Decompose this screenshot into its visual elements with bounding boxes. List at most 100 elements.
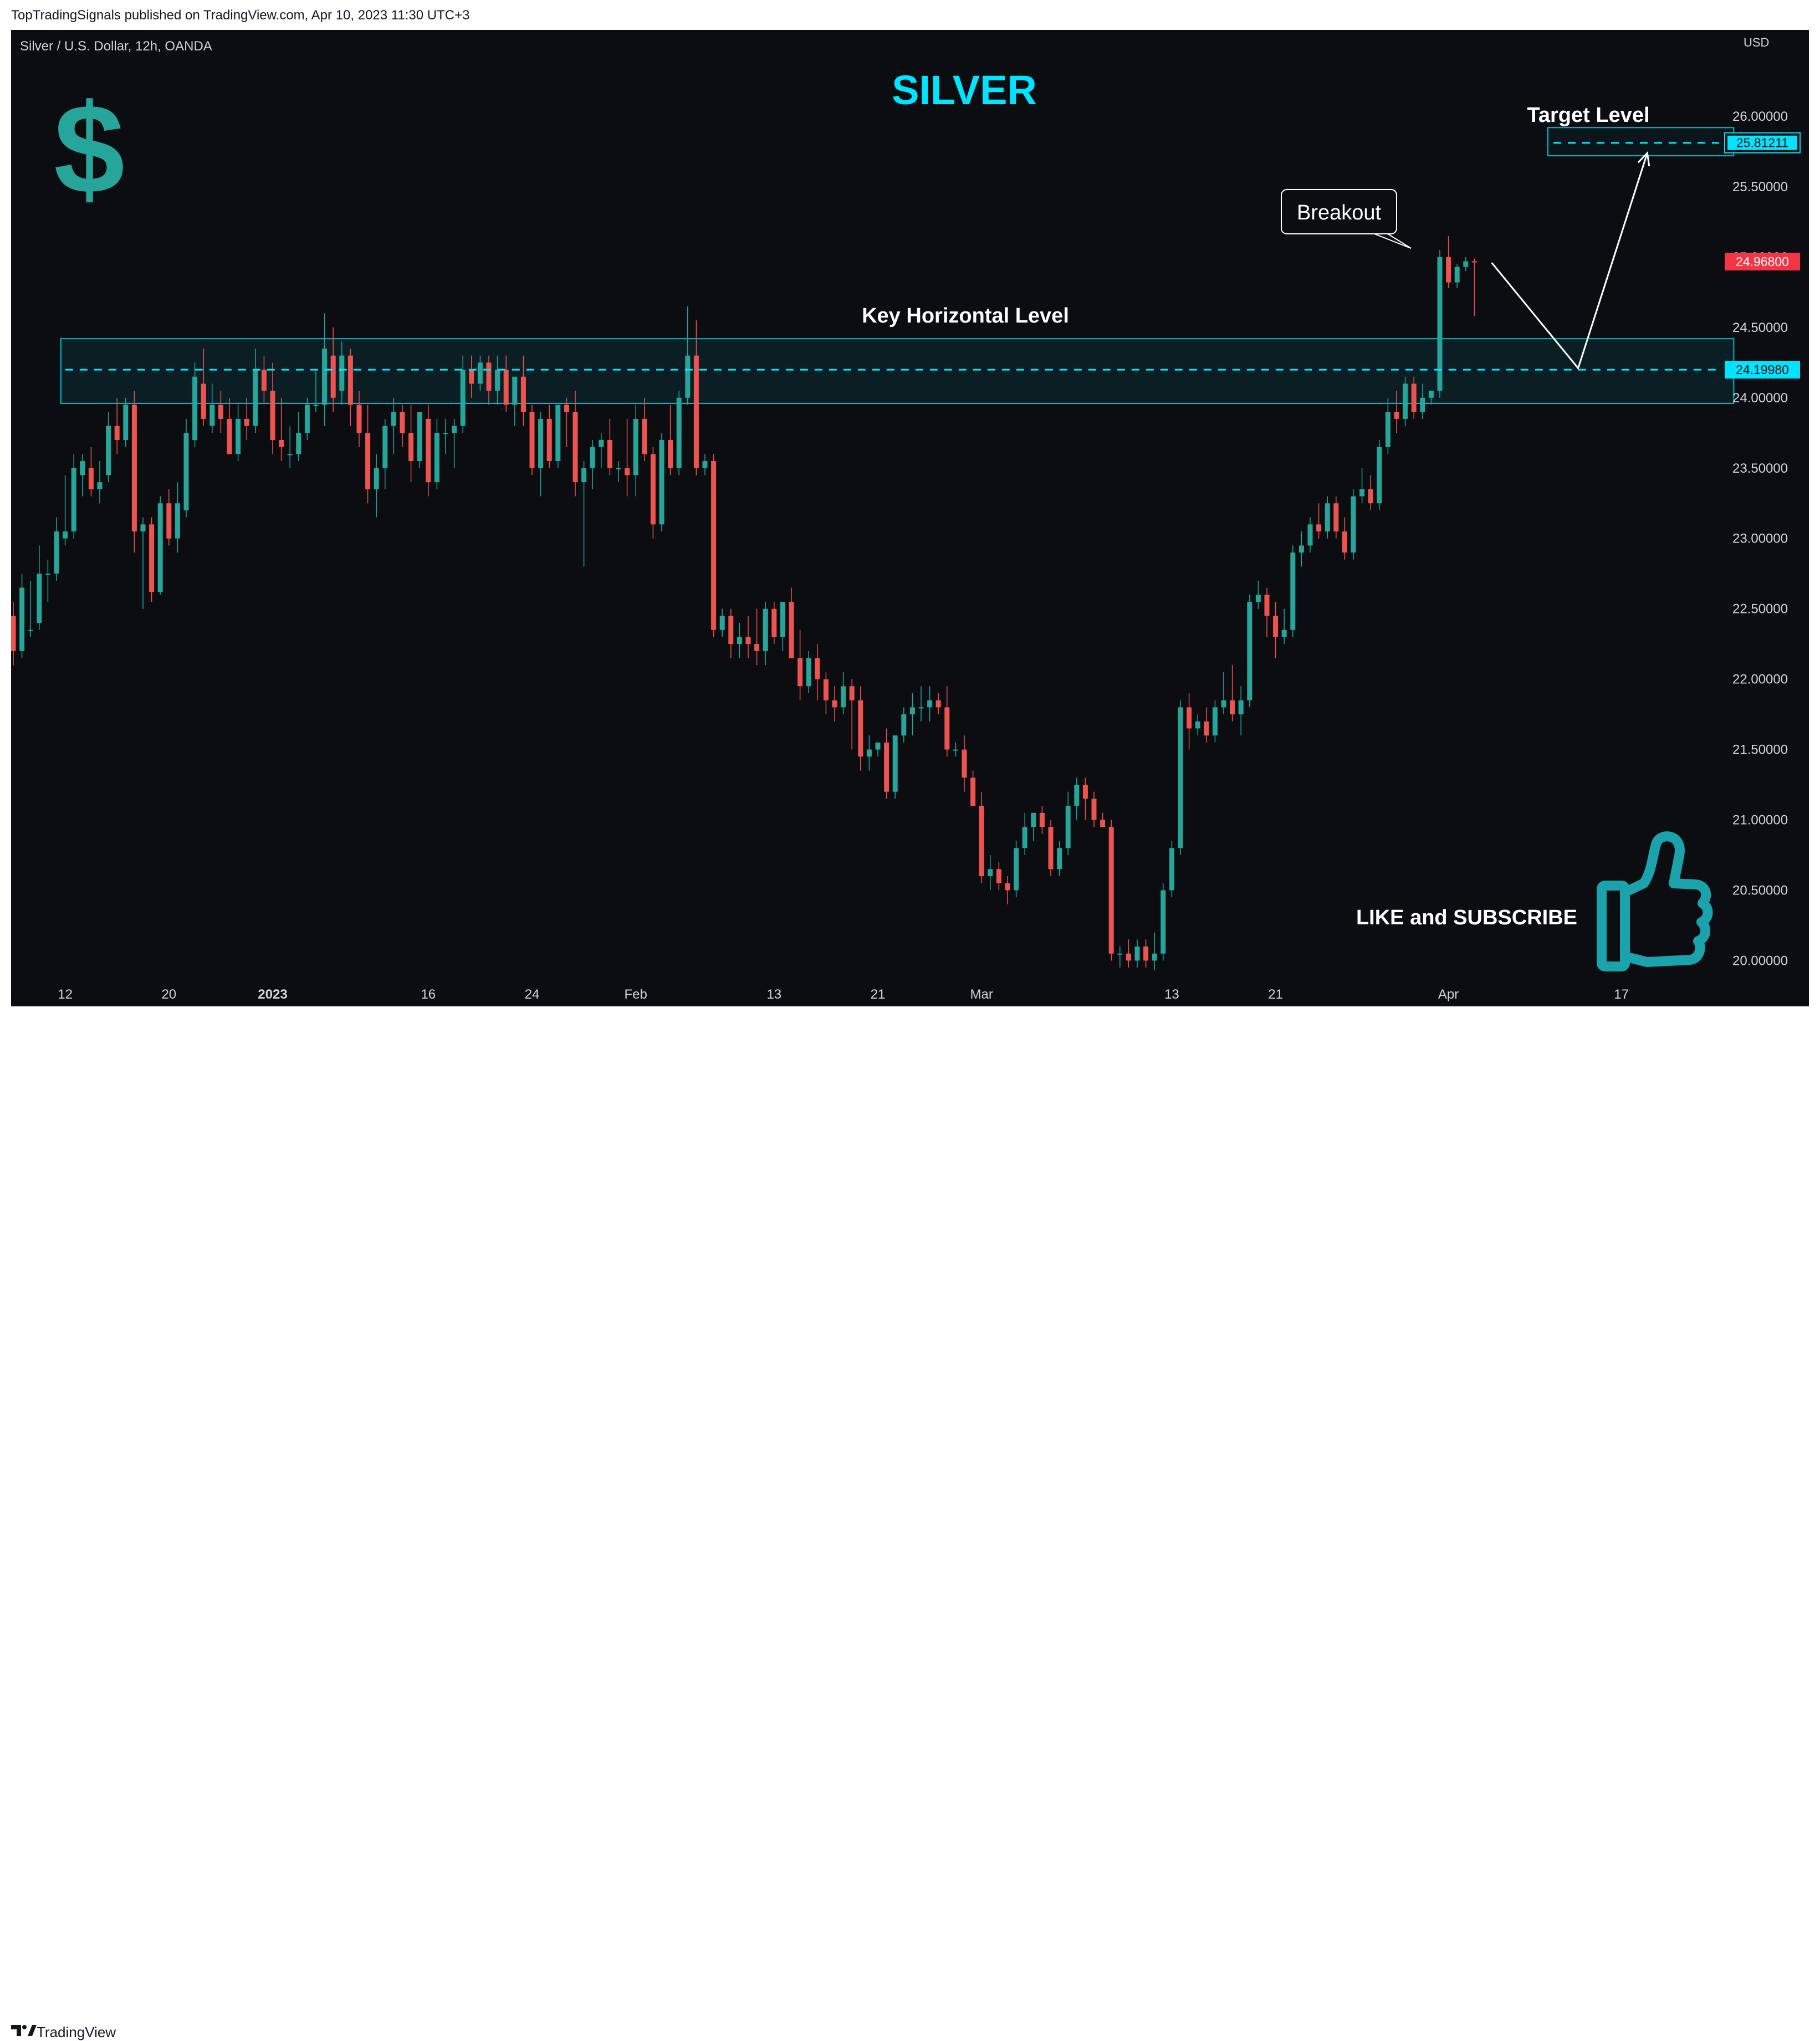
candle [590,439,595,489]
candle-body [287,454,293,456]
candle [460,355,466,433]
candle [1403,376,1408,426]
candle [218,391,223,433]
candle [1307,517,1313,553]
price-label-last: 24.96800 [1725,253,1800,271]
candle-body [737,637,742,644]
candle [979,791,984,883]
candle-body [261,370,267,391]
candle [45,559,50,602]
candle [616,461,621,483]
candle-body [63,531,68,539]
candle [1264,587,1270,637]
candle-body [944,707,950,750]
candle [1082,777,1088,820]
candle [1178,700,1183,855]
candle-body [313,405,319,406]
price-label-fill [1725,361,1800,379]
x-tick-label: 16 [421,987,436,1002]
candle [408,405,414,483]
x-tick-label: Mar [970,987,993,1002]
candle [581,461,587,567]
candle-body [183,433,189,510]
candle-body [1134,947,1140,961]
candle [676,391,682,475]
candle-body [1463,261,1469,267]
candle [149,517,155,602]
candle-body [625,468,630,475]
candle-body [1394,412,1399,419]
candle [1074,777,1080,820]
candle-body [131,405,137,532]
candle-body [330,355,336,398]
tradingview-brand[interactable]: TradingView [37,2024,116,2040]
candle-body [512,376,518,405]
y-tick-label: 26.00000 [1732,109,1788,124]
candle [685,306,691,405]
price-label-fill [1727,135,1797,150]
candle [166,489,172,546]
candle [114,397,120,454]
candle-body [711,461,717,630]
candle-body [503,370,509,405]
tradingview-logo-icon[interactable] [11,2023,37,2038]
candle-body [918,707,924,709]
x-tick-label: 17 [1614,987,1629,1002]
y-tick-label: 22.00000 [1732,672,1788,687]
candle-body [1368,489,1373,504]
candle [918,686,924,722]
candle-body [996,869,1001,883]
candle-body [227,418,232,454]
candle-body [1437,257,1443,391]
chart-title: SILVER [892,67,1037,113]
candle [365,405,371,504]
y-tick-label: 23.00000 [1732,531,1788,546]
candle-body [71,468,76,532]
candle [106,412,111,483]
candle-body [1411,383,1417,412]
candle-body [693,355,699,468]
candle [806,651,811,693]
chart-canvas[interactable]: 12 20 2023 16 24 Feb 13 21 Mar 13 21 Apr 17 26.00000… [11,30,1809,1006]
candle-body [1264,595,1270,616]
candle [417,412,422,468]
candle [1238,686,1244,736]
candle [201,348,206,426]
x-tick-label: Apr [1438,987,1459,1002]
candle-body [97,482,103,489]
candle [382,418,388,489]
y-tick-label: 20.50000 [1732,883,1788,898]
candle-body [719,616,725,630]
candle-body [1316,524,1322,532]
price-label-text: 24.96800 [1736,254,1789,269]
x-tick-label: 2023 [258,987,287,1002]
candle [1212,700,1218,743]
candle [356,391,362,447]
candle [244,397,249,440]
candle-body [590,447,595,468]
candle-body [391,412,396,426]
candle-body [1238,700,1244,715]
candle-body [1100,820,1106,827]
candle-body [322,348,328,405]
x-tick-label: Feb [625,987,647,1002]
candle [236,405,241,462]
candle [1394,391,1399,433]
candle [1273,601,1279,658]
candle [841,672,846,715]
candle [702,454,708,475]
candle [1204,707,1209,743]
candle-body [780,601,785,637]
candle-body [28,630,33,631]
candle-body [1074,785,1080,806]
publication-bar: TopTradingSignals published on TradingVi… [0,0,1820,30]
candle [633,405,638,497]
y-tick-label: 24.50000 [1732,320,1788,335]
chart-frame[interactable]: Silver / U.S. Dollar, 12h, OANDA 12 20 202… [11,30,1809,1006]
candle-body [564,405,569,412]
y-tick-label: 24.00000 [1732,391,1788,406]
candle [426,405,431,497]
candle-body [296,433,301,454]
symbol-info: Silver / U.S. Dollar, 12h, OANDA [20,39,212,54]
candle-body [1048,827,1054,869]
